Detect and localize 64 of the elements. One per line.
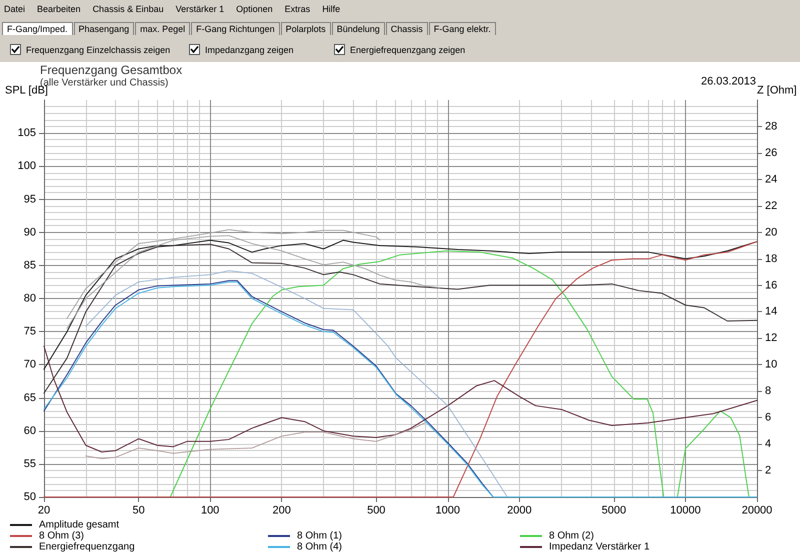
y2-tick-label: 6 [765, 412, 772, 424]
y2-tick-label: 20 [765, 226, 778, 238]
text: Extras [284, 4, 310, 14]
y-tick-label: 100 [18, 160, 36, 172]
y2-tick-label: 4 [765, 438, 772, 450]
legend-label: Impedanz Verstärker 1 [549, 542, 650, 552]
y2-axis-title: Z [Ohm] [757, 84, 797, 96]
text: F-Gang elektr. [428, 22, 496, 35]
legend-label: Amplitude gesamt [39, 520, 120, 530]
x-tick-label: 1000 [436, 504, 460, 516]
chart-title: Frequenzgang Gesamtbox [40, 63, 182, 77]
x-tick-label: 5000 [602, 504, 626, 516]
x-tick-label: 100 [200, 504, 220, 516]
text: Verstärker 1 [176, 4, 224, 14]
text: F-Gang Richtungen [191, 22, 280, 35]
legend-label: 8 Ohm (4) [297, 542, 342, 552]
text: Datei [4, 4, 26, 14]
y2-tick-label: 14 [765, 306, 778, 318]
legend-label: 8 Ohm (2) [549, 530, 594, 542]
x-tick-label: 20 [38, 504, 50, 516]
y2-tick-label: 28 [765, 120, 778, 132]
y2-tick-label: 18 [765, 252, 778, 265]
y2-tick-label: 10 [765, 358, 778, 371]
text: F-Gang/Imped. [2, 22, 73, 35]
y2-tick-label: 26 [765, 146, 778, 159]
x-tick-label: 200 [272, 504, 291, 516]
text: Phasengang [74, 22, 134, 35]
legend-label: 8 Ohm (1) [297, 530, 342, 542]
y-tick-label: 80 [24, 292, 36, 304]
text: Polarplots [280, 22, 331, 35]
y2-tick-label: 16 [765, 279, 778, 292]
text: Frequenzgang Einzelchassis zeigen [26, 44, 170, 54]
text: 26.03.2013 [700, 76, 756, 88]
y-tick-label: 55 [24, 458, 36, 470]
x-tick-label: 2000 [507, 504, 532, 516]
text: Hilfe [322, 4, 340, 14]
x-tick-label: 20000 [742, 504, 772, 516]
x-tick-label: 500 [367, 504, 386, 516]
y2-tick-label: 8 [765, 385, 772, 398]
text: Energiefrequenzgang zeigen [350, 44, 466, 54]
text: Chassis & Einbau [92, 4, 164, 14]
y2-tick-label: 12 [765, 332, 778, 344]
x-tick-label: 50 [132, 504, 145, 516]
y2-tick-label: 22 [765, 200, 778, 212]
legend-label: Energiefrequenzgang [39, 542, 135, 552]
text: Bündelung [332, 22, 385, 35]
text: Impedanzgang zeigen [205, 44, 294, 54]
y-tick-label: 95 [24, 193, 36, 206]
y-tick-label: 105 [18, 127, 36, 140]
y-tick-label: 85 [24, 259, 36, 272]
x-tick-label: 10000 [670, 504, 701, 516]
text: Optionen [236, 4, 273, 14]
text: Chassis [386, 22, 428, 35]
legend-label: 8 Ohm (3) [39, 530, 84, 542]
y2-tick-label: 24 [765, 173, 778, 186]
y-tick-label: 65 [24, 392, 36, 404]
y2-tick-label: 2 [765, 464, 772, 477]
y-tick-label: 70 [24, 358, 36, 371]
text: max. Pegel [135, 22, 190, 35]
y-tick-label: 90 [24, 226, 36, 238]
y-tick-label: 50 [24, 491, 36, 503]
y-tick-label: 60 [24, 424, 36, 437]
y-tick-label: 75 [24, 326, 36, 338]
text: Bearbeiten [37, 4, 81, 14]
